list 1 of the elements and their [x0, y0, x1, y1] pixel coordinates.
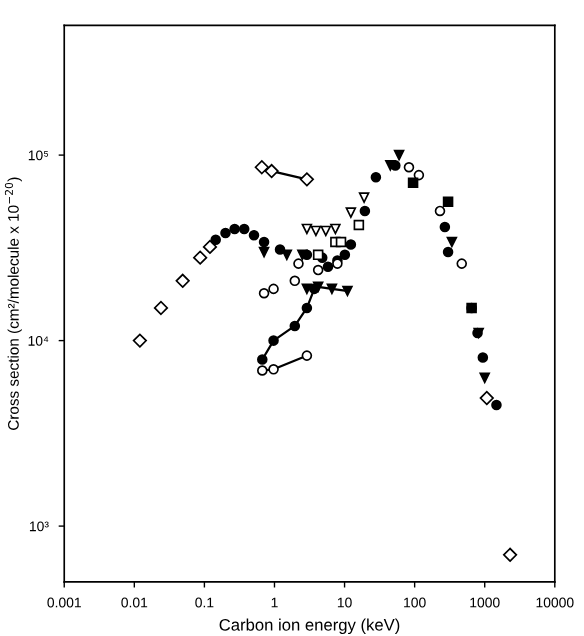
x-axis-title: Carbon ion energy (keV)	[219, 618, 400, 635]
